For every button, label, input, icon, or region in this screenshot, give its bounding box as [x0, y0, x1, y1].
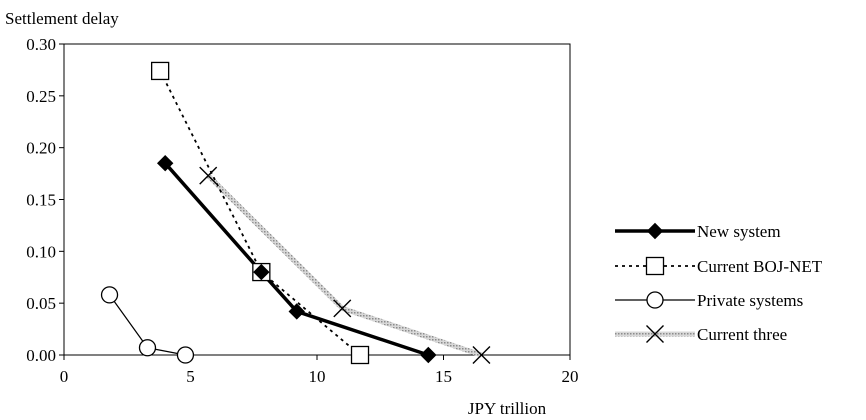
- plot-frame: [63, 43, 571, 356]
- legend: New system Current BOJ-NET Private systems…: [615, 222, 823, 344]
- data-point: [472, 346, 491, 364]
- legend-marker: [646, 325, 664, 343]
- y-tick-label: 0.25: [26, 87, 56, 106]
- series-line: [163, 162, 429, 357]
- y-tick-label: 0.10: [26, 242, 56, 261]
- axes: 0.00 0.05 0.10 0.15 0.20 0.25 0.30 0 5 10 15 20: [26, 35, 578, 386]
- x-tick-label: 10: [309, 367, 326, 386]
- legend-item: Current three: [615, 325, 787, 344]
- data-point: [350, 345, 370, 365]
- data-point: [138, 339, 157, 357]
- series-line: [159, 70, 361, 356]
- y-axis-label: Settlement delay: [5, 9, 119, 28]
- x-tick-label: 0: [60, 367, 69, 386]
- y-tick-label: 0.05: [26, 294, 56, 313]
- legend-label: Current three: [697, 325, 787, 344]
- data-point: [333, 299, 352, 318]
- x-tick-label: 15: [435, 367, 452, 386]
- x-tick-label: 20: [562, 367, 579, 386]
- data-point: [100, 286, 119, 304]
- legend-item: Private systems: [615, 291, 803, 310]
- x-axis-label: JPY trillion: [468, 399, 547, 418]
- data-point: [420, 346, 437, 364]
- data-point: [199, 166, 218, 185]
- data-point: [156, 155, 174, 172]
- legend-label: Private systems: [697, 291, 803, 310]
- data-point: [288, 303, 305, 320]
- y-tick-label: 0.20: [26, 139, 56, 158]
- y-tick-label: 0.00: [26, 346, 56, 365]
- legend-item: Current BOJ-NET: [615, 256, 823, 276]
- legend-marker: [645, 256, 665, 276]
- legend-marker: [646, 291, 664, 309]
- y-tick-label: 0.30: [26, 35, 56, 54]
- legend-label: New system: [697, 222, 781, 241]
- legend-marker: [646, 222, 664, 240]
- data-point: [176, 346, 195, 364]
- data-point: [150, 61, 170, 81]
- series-markers: [100, 61, 491, 365]
- legend-item: New system: [615, 222, 781, 241]
- data-point: [253, 263, 270, 281]
- legend-label: Current BOJ-NET: [697, 257, 823, 276]
- y-tick-label: 0.15: [26, 191, 56, 210]
- x-tick-label: 5: [186, 367, 195, 386]
